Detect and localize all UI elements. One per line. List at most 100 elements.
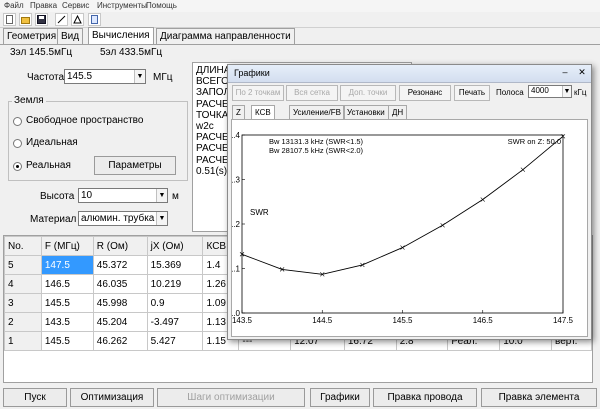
close-icon[interactable]: ✕ xyxy=(576,67,588,79)
x-tick-label: 146.5 xyxy=(473,316,494,325)
material-label: Материал xyxy=(30,214,76,225)
charts-window: Графики ‒ ✕ По 2 точкам Вся сетка Доп. т… xyxy=(227,64,592,340)
frequency-unit: МГц xyxy=(153,72,172,83)
height-unit: м xyxy=(172,191,179,202)
cell-jx[interactable]: 0.9 xyxy=(147,294,203,313)
cell-jx[interactable]: 5.427 xyxy=(147,332,203,351)
cell-freq[interactable]: 145.5 xyxy=(41,294,93,313)
frequency-select[interactable]: 145.5 ▼ xyxy=(64,69,146,84)
height-value: 10 xyxy=(81,190,92,201)
toolbar xyxy=(0,12,600,28)
col-header-freq[interactable]: F (МГц) xyxy=(41,237,93,256)
resonance-button[interactable]: Резонанс xyxy=(399,85,451,101)
height-label: Высота xyxy=(40,191,74,202)
tab-z[interactable]: Z xyxy=(232,105,245,119)
floppy-icon xyxy=(37,15,46,24)
material-select[interactable]: алюмин. трубка ▼ xyxy=(78,211,168,226)
tab-geometry[interactable]: Геометрия xyxy=(3,28,60,44)
minimize-icon[interactable]: ‒ xyxy=(559,67,571,79)
y-tick-label: 1.4 xyxy=(232,131,241,140)
cell-no: 2 xyxy=(5,313,42,332)
parameters-button[interactable]: Параметры xyxy=(94,156,176,175)
tab-calculations[interactable]: Вычисления xyxy=(88,27,154,44)
y-axis-label: SWR xyxy=(250,208,269,217)
save-button[interactable] xyxy=(35,13,48,26)
col-header-r[interactable]: R (Ом) xyxy=(93,237,147,256)
cell-freq[interactable]: 145.5 xyxy=(41,332,93,351)
triangle-icon xyxy=(73,15,82,24)
cell-r[interactable]: 46.035 xyxy=(93,275,147,294)
menu-help[interactable]: Помощь xyxy=(146,1,177,10)
x-tick-label: 143.5 xyxy=(232,316,253,325)
edit-wire-button[interactable]: Правка провода xyxy=(373,388,477,407)
optimize-button[interactable]: Оптимизация xyxy=(70,388,154,407)
tab-gain-fb[interactable]: Усиление/FB xyxy=(289,105,345,119)
antenna-3el-label: 3эл 145.5мГц xyxy=(10,47,72,58)
radio-ideal[interactable] xyxy=(13,139,22,148)
cell-jx[interactable]: 10.219 xyxy=(147,275,203,294)
new-file-button[interactable] xyxy=(3,13,16,26)
menu-file[interactable]: Файл xyxy=(4,1,24,10)
charts-window-title: Графики xyxy=(234,68,270,78)
start-button[interactable]: Пуск xyxy=(3,388,67,407)
tab-settings[interactable]: Установки xyxy=(343,105,389,119)
charts-button[interactable]: Графики xyxy=(310,388,370,407)
notes-button[interactable] xyxy=(88,13,101,26)
y-tick-label: 1.3 xyxy=(232,176,241,185)
whole-grid-button[interactable]: Вся сетка xyxy=(286,85,338,101)
cell-freq[interactable]: 146.5 xyxy=(41,275,93,294)
swr-data-point xyxy=(441,223,445,227)
height-select[interactable]: 10 ▼ xyxy=(78,188,168,203)
band-unit: кГц xyxy=(574,88,586,97)
cell-r[interactable]: 45.372 xyxy=(93,256,147,275)
cell-jx[interactable]: 15.369 xyxy=(147,256,203,275)
print-button[interactable]: Печать xyxy=(454,85,490,101)
radio-real[interactable] xyxy=(13,162,22,171)
cell-jx[interactable]: -3.497 xyxy=(147,313,203,332)
menu-service[interactable]: Сервис xyxy=(62,1,89,10)
col-header-no[interactable]: No. xyxy=(5,237,42,256)
tab-pattern[interactable]: Диаграмма направленности xyxy=(156,28,295,44)
cell-r[interactable]: 46.262 xyxy=(93,332,147,351)
extra-points-button[interactable]: Доп. точки xyxy=(340,85,396,101)
cell-no: 4 xyxy=(5,275,42,294)
band-select[interactable]: 4000 ▼ xyxy=(528,85,572,98)
radio-free-space[interactable] xyxy=(13,117,22,126)
ground-option-real: Реальная xyxy=(26,160,71,171)
tab-view[interactable]: Вид xyxy=(57,28,83,44)
swr-chart: 1.01.11.21.31.4143.5144.5145.5146.5147.5… xyxy=(232,120,589,338)
two-points-button[interactable]: По 2 точкам xyxy=(232,85,284,101)
cell-no: 5 xyxy=(5,256,42,275)
draw-triangle-button[interactable] xyxy=(71,13,84,26)
cell-freq[interactable]: 143.5 xyxy=(41,313,93,332)
line-icon xyxy=(57,15,66,24)
chevron-down-icon: ▼ xyxy=(562,86,571,97)
frequency-value: 145.5 xyxy=(67,71,92,82)
charts-window-titlebar[interactable]: Графики ‒ ✕ xyxy=(228,65,591,83)
antenna-5el-label: 5эл 433.5мГц xyxy=(100,47,162,58)
cell-r[interactable]: 45.204 xyxy=(93,313,147,332)
open-file-button[interactable] xyxy=(19,13,32,26)
menu-edit[interactable]: Правка xyxy=(30,1,57,10)
swr-data-point xyxy=(521,168,525,172)
draw-line-button[interactable] xyxy=(55,13,68,26)
tab-pattern-dn[interactable]: ДН xyxy=(388,105,407,119)
swr-chart-area: 1.0 1.1 1.2 1.3 1.4 143.5 144.5 145.5 146.5 147.5… xyxy=(231,119,588,337)
edit-element-button[interactable]: Правка элемента xyxy=(481,388,597,407)
y-tick-label: 1.1 xyxy=(232,265,241,274)
menu-tools[interactable]: Инструменты xyxy=(97,1,147,10)
new-file-icon xyxy=(5,15,14,24)
col-header-jx[interactable]: jX (Ом) xyxy=(147,237,203,256)
menu-bar: Файл Правка Сервис Инструменты Помощь xyxy=(0,0,600,12)
swr-data-point xyxy=(481,198,485,202)
cell-no: 3 xyxy=(5,294,42,313)
tab-swr[interactable]: КСВ xyxy=(251,105,275,119)
cell-r[interactable]: 45.998 xyxy=(93,294,147,313)
band-label: Полоса xyxy=(496,88,524,97)
x-tick-label: 145.5 xyxy=(392,316,413,325)
optimization-steps-button[interactable]: Шаги оптимизации xyxy=(157,388,305,407)
x-tick-label: 144.5 xyxy=(312,316,333,325)
folder-icon xyxy=(21,15,30,24)
tab-panel-border xyxy=(0,44,600,45)
cell-freq[interactable]: 147.5 xyxy=(41,256,93,275)
